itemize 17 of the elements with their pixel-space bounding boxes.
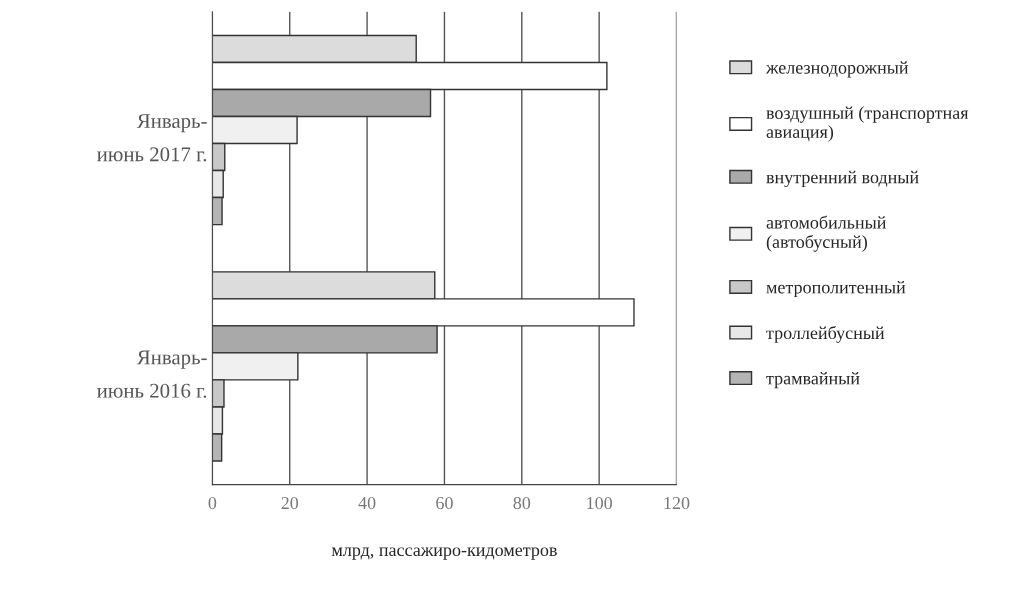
x-tick-label: 60 [436,496,453,510]
legend-label: метрополитенный [766,280,906,298]
x-tick-label: 20 [281,496,299,510]
x-tick-label: 120 [664,496,690,510]
y-tick-label: Январь- июнь 2016 г. [97,350,207,398]
legend-label: троллейбусный [766,326,885,343]
legend-label: внутренний водный [766,170,919,188]
x-tick-label: 40 [358,496,376,510]
legend-label: железнодорожный [765,61,909,78]
y-tick-label: Январь- июнь 2017 г. [97,114,207,162]
x-tick-label: 0 [208,496,217,510]
legend-label: воздушный (транспортная авиация) [766,106,969,142]
x-tick-label: 80 [513,496,531,510]
x-tick-label: 100 [587,496,613,510]
legend-label: автомобильный (автобусный) [766,215,886,252]
legend-label: трамвайный [766,371,860,389]
x-axis-title: млрд, пассажиро-кидометров [331,547,557,560]
